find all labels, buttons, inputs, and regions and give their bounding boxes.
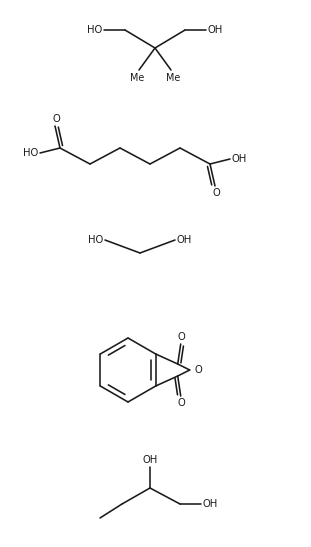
Text: OH: OH — [208, 25, 223, 35]
Text: HO: HO — [23, 148, 38, 158]
Text: Me: Me — [130, 73, 144, 83]
Text: O: O — [52, 114, 60, 124]
Text: O: O — [178, 398, 186, 408]
Text: O: O — [178, 332, 186, 342]
Text: HO: HO — [87, 25, 102, 35]
Text: HO: HO — [88, 235, 103, 245]
Text: Me: Me — [166, 73, 180, 83]
Text: O: O — [212, 188, 220, 198]
Text: OH: OH — [177, 235, 192, 245]
Text: O: O — [195, 365, 202, 375]
Text: OH: OH — [203, 499, 218, 509]
Text: OH: OH — [232, 154, 247, 164]
Text: OH: OH — [142, 455, 158, 465]
